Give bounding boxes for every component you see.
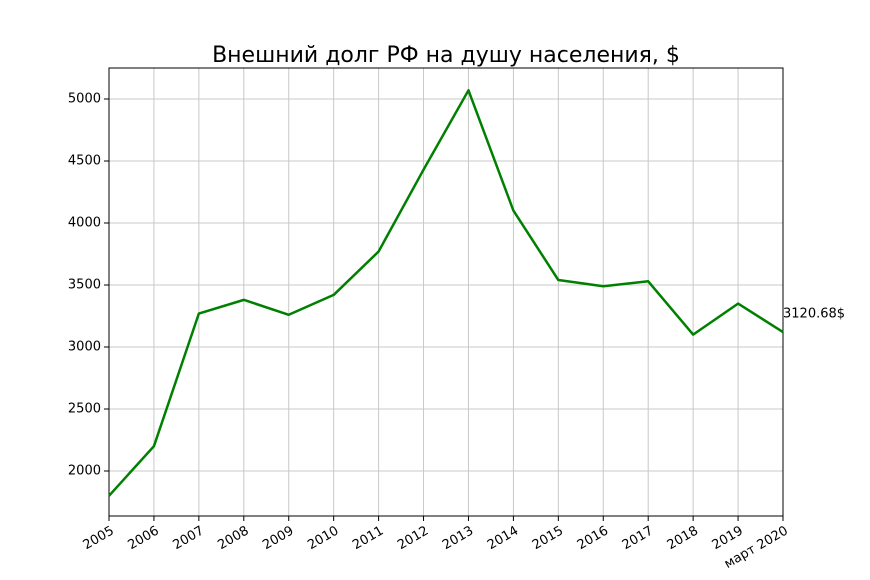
y-tick-label: 3000	[68, 339, 101, 354]
y-tick-label: 2500	[68, 401, 101, 416]
data-label: 3120.68$	[783, 307, 845, 322]
line-series	[108, 89, 784, 497]
y-tick-label: 4500	[68, 153, 101, 168]
chart-title: Внешний долг РФ на душу населения, $	[212, 43, 680, 68]
y-tick-label: 5000	[68, 91, 101, 106]
plot-frame	[108, 67, 784, 517]
y-tick-label: 4000	[68, 215, 101, 230]
y-tick-label: 3500	[68, 277, 101, 292]
y-tick-label: 2000	[68, 463, 101, 478]
